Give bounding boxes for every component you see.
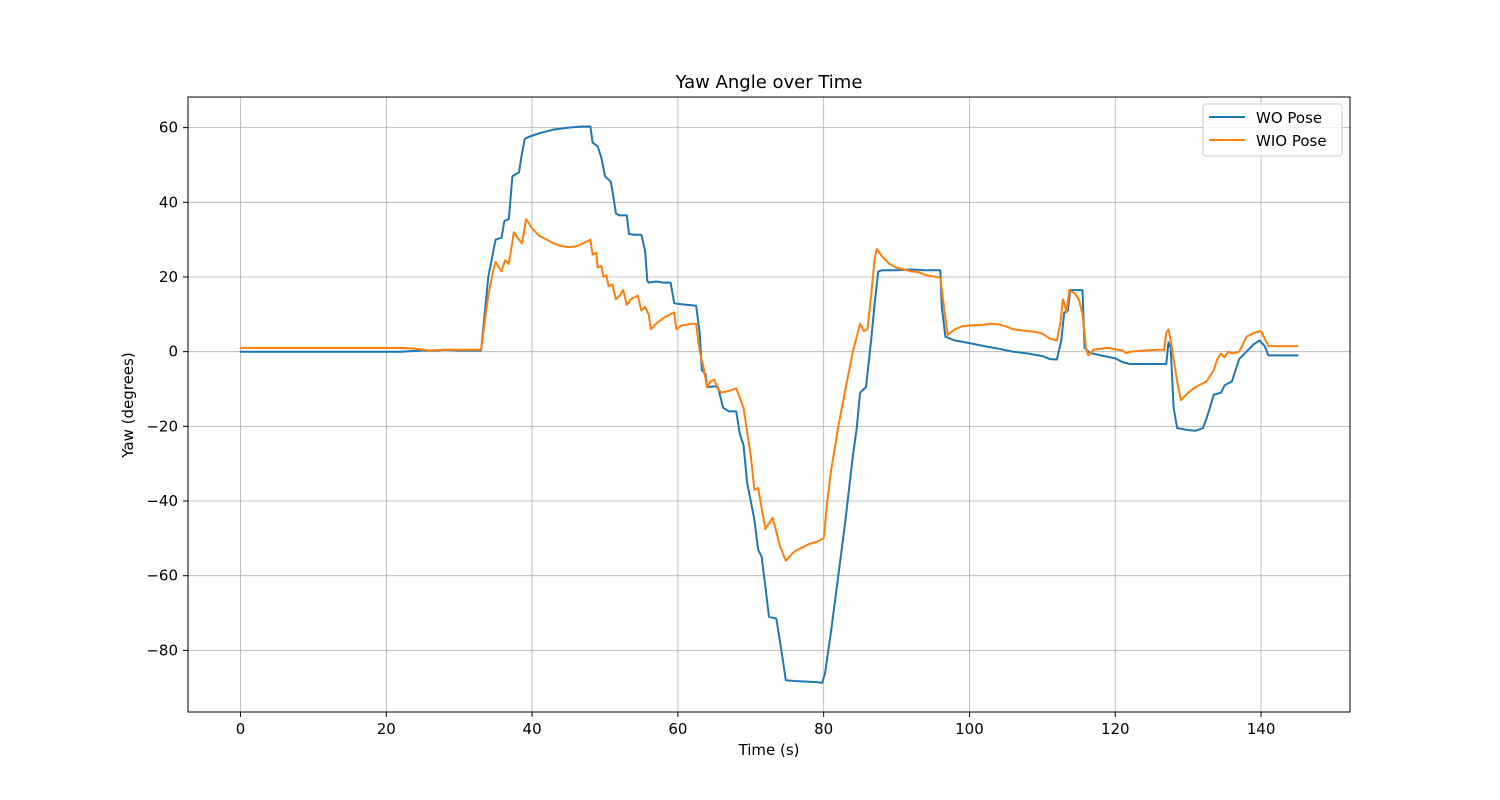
y-tick-label: 60 [159,119,178,137]
legend: WO Pose WIO Pose [1202,103,1343,157]
x-axis-label: Time (s) [738,741,800,759]
series-line-wio-pose [239,218,1299,562]
y-tick-label: −60 [146,567,178,585]
y-tick-label: 0 [168,343,178,361]
legend-label-wo-pose: WO Pose [1256,109,1322,127]
x-tick-label: 80 [814,720,833,738]
x-tick-label: 0 [236,720,246,738]
x-tick-label: 40 [523,720,542,738]
y-tick-label: −40 [146,492,178,510]
chart-title: Yaw Angle over Time [675,72,863,93]
x-tick-label: 120 [1101,720,1130,738]
x-tick-label: 20 [377,720,396,738]
y-tick-label: −80 [146,641,178,659]
plot-frame [187,96,1351,713]
x-tick-label: 140 [1247,720,1276,738]
legend-label-wio-pose: WIO Pose [1256,132,1327,150]
axis-ticks: 0 20 40 60 80 100 120 140 −80 −60 −40 −20 0 20 40 60 [146,119,1275,738]
series-line-wo-pose [239,125,1299,684]
y-tick-label: −20 [146,417,178,435]
x-tick-label: 100 [955,720,984,738]
y-axis-label: Yaw (degrees) [119,352,137,458]
y-tick-label: 20 [159,268,178,286]
x-tick-label: 60 [668,720,687,738]
y-tick-label: 40 [159,193,178,211]
grid-lines [188,97,1350,712]
series-lines [239,125,1299,684]
